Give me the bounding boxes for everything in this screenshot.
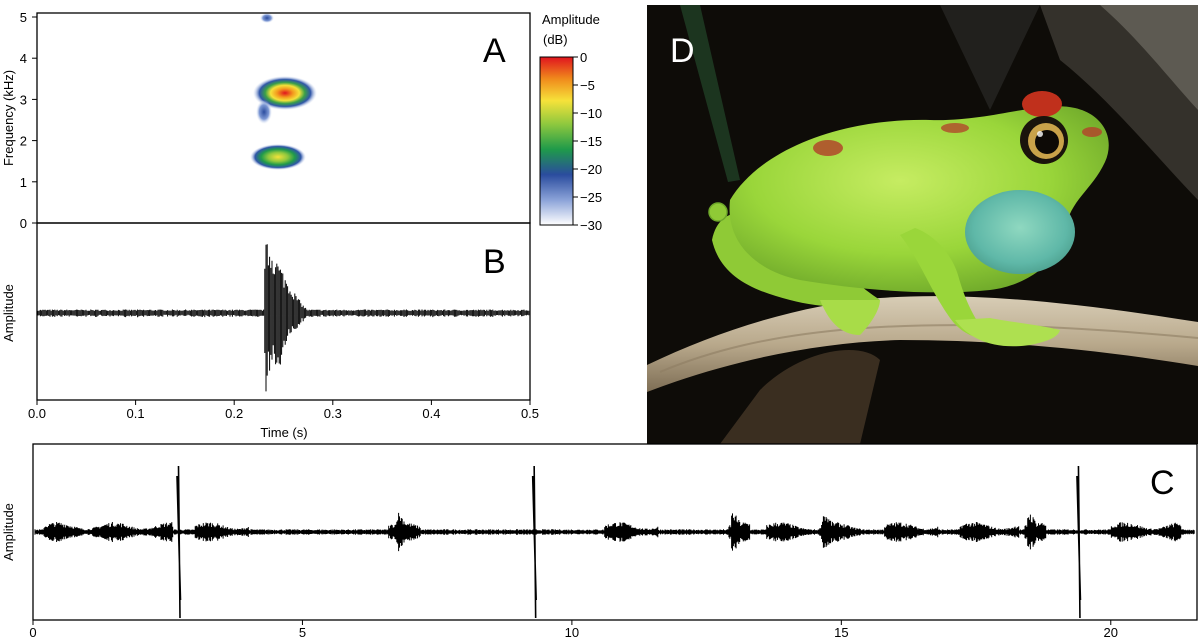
- frog-spot-snout: [1082, 127, 1102, 137]
- panel-c-x-tick-label: 20: [1104, 625, 1118, 640]
- panel-b-letter: B: [483, 243, 506, 281]
- panel-c-x-tick-label: 5: [299, 625, 306, 640]
- panel-a-y-tick-label: 0: [20, 216, 27, 231]
- panel-c-letter: C: [1150, 464, 1175, 502]
- panel-a-y-tick-label: 1: [20, 175, 27, 190]
- frog-spot-mid: [941, 123, 969, 133]
- branch-shadow: [720, 350, 880, 444]
- frog-eye-glint: [1037, 131, 1043, 137]
- panel-b-xlabel: Time (s): [260, 425, 307, 440]
- frog-throat: [965, 190, 1075, 274]
- frog-front-foot: [955, 318, 1060, 347]
- colorbar-tick-label: −10: [580, 106, 602, 121]
- panel-c-x-tick-label: 10: [565, 625, 579, 640]
- twig: [647, 296, 1198, 392]
- panel-a-y-tick-label: 3: [20, 92, 27, 107]
- colorbar-tick-label: −15: [580, 134, 602, 149]
- panel-a-y-ticks: 0 1 2 3 4 5: [20, 10, 37, 231]
- colorbar-tick-label: −5: [580, 78, 595, 93]
- panel-a-frame: [36, 12, 531, 224]
- colorbar-tick-label: 0: [580, 50, 587, 65]
- panel-d-letter: D: [670, 32, 695, 70]
- panel-b-x-tick-label: 0.2: [225, 406, 243, 421]
- blob-high-harmonic-tail: [256, 100, 272, 124]
- panel-c-call-spike: [1076, 465, 1082, 619]
- colorbar-title-line2: (dB): [543, 32, 568, 47]
- panel-b-x-tick-label: 0.1: [127, 406, 145, 421]
- panel-b-ylabel: Amplitude: [1, 284, 16, 342]
- colorbar-tick-label: −25: [580, 190, 602, 205]
- panel-b-oscillogram: 0.0 0.1 0.2 0.3 0.4 0.5 Time (s) Amplitude B: [1, 222, 539, 440]
- colorbar-title-line1: Amplitude: [542, 12, 600, 27]
- background-leaf-highlight: [1100, 5, 1198, 110]
- colorbar-tick-label: −30: [580, 218, 602, 233]
- frog-tympanum: [708, 202, 728, 222]
- panel-c-x-tick-label: 15: [834, 625, 848, 640]
- panel-c-x-tick-label: 0: [29, 625, 36, 640]
- frog-spot-back: [813, 140, 843, 156]
- blob-top-harmonic: [260, 13, 274, 23]
- panel-c-call-spike: [176, 465, 182, 619]
- panel-c-oscillogram: 0 5 10 15 20 Amplitude C: [1, 443, 1198, 640]
- panel-b-frame: [36, 222, 531, 401]
- panel-c-frame: [32, 443, 1198, 621]
- colorbar-tick-label: −20: [580, 162, 602, 177]
- colorbar-ticks: 0 −5 −10 −15 −20 −25 −30: [573, 50, 602, 233]
- panel-b-waveform: [37, 244, 530, 392]
- panel-b-x-tick-label: 0.4: [422, 406, 440, 421]
- blob-high-harmonic: [253, 76, 317, 110]
- frog: [708, 91, 1109, 347]
- panel-a-y-tick-label: 5: [20, 10, 27, 25]
- panel-d-frog-photo: D: [647, 5, 1198, 444]
- frog-hind-foot: [820, 300, 880, 335]
- panel-b-x-tick-label: 0.3: [324, 406, 342, 421]
- panel-c-waveform: [34, 512, 1195, 552]
- panel-c-x-ticks: 0 5 10 15 20: [29, 620, 1118, 640]
- panel-a-letter: A: [483, 32, 506, 70]
- frog-front-leg: [900, 228, 990, 339]
- frog-eye-red-lid: [1022, 91, 1062, 117]
- blob-fundamental: [250, 144, 306, 170]
- panel-c-call-spike: [531, 465, 537, 619]
- panel-b-x-tick-label: 0.5: [521, 406, 539, 421]
- panel-a-y-tick-label: 4: [20, 51, 27, 66]
- spectrogram-blobs: [250, 13, 317, 170]
- background-dark-leaf: [940, 5, 1040, 110]
- panel-a-y-tick-label: 2: [20, 134, 27, 149]
- colorbar: [539, 56, 574, 226]
- panel-a-ylabel: Frequency (kHz): [1, 70, 16, 166]
- panel-c-ylabel: Amplitude: [1, 503, 16, 561]
- panel-b-x-ticks: 0.0 0.1 0.2 0.3 0.4 0.5: [28, 400, 539, 421]
- panel-b-x-tick-label: 0.0: [28, 406, 46, 421]
- background-grass-blade: [680, 5, 740, 182]
